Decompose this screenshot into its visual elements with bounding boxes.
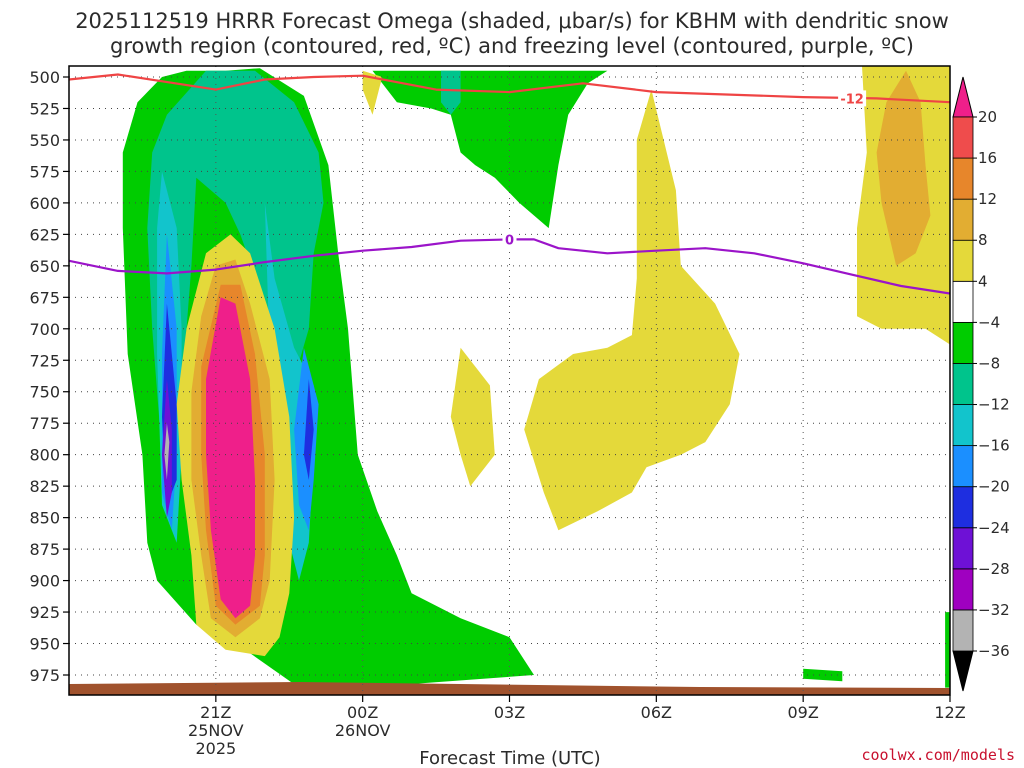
yellow-sink-middle <box>524 89 740 531</box>
colorbar-label-4: 4 <box>978 272 988 290</box>
y-tick-label-525: 525 <box>29 99 60 118</box>
y-tick-label-600: 600 <box>29 194 60 213</box>
y-tick-label-950: 950 <box>29 635 60 654</box>
credit-text: coolwx.com/models <box>861 746 1015 764</box>
colorbar-label--24: −24 <box>978 519 1010 537</box>
x-tick-label-03Z: 03Z <box>494 703 525 722</box>
x-tick-label-12Z: 12Z <box>934 703 965 722</box>
y-tick-label-725: 725 <box>29 351 60 370</box>
freezing-level-line <box>69 238 950 295</box>
x-tick-date-00Z: 26NOV <box>335 721 391 740</box>
yellow-sink-small-03z <box>450 347 495 487</box>
x-tick-label-00Z: 00Z <box>347 703 378 722</box>
green-lift-small-09z <box>803 668 843 682</box>
contour-labels: -12 0 <box>502 90 867 248</box>
x-tick-label-09Z: 09Z <box>788 703 819 722</box>
colorbar-bin-12 <box>952 157 974 200</box>
colorbar-label--28: −28 <box>978 560 1010 578</box>
navy-lift-mid-core <box>303 379 314 480</box>
y-tick-label-500: 500 <box>29 68 60 87</box>
y-axis-ticks: 500 525 550 575 600 625 650 675 700 725 750 775 800 8… <box>29 68 69 685</box>
colorbar-bin--24 <box>952 486 974 529</box>
colorbar-bin--36 <box>952 609 974 652</box>
colorbar-label-20: 20 <box>978 108 997 126</box>
magenta-sink-core <box>206 297 255 619</box>
orange-sink-east-core <box>876 70 931 266</box>
y-tick-label-675: 675 <box>29 288 60 307</box>
gray-lift-west-core <box>164 423 170 480</box>
y-tick-label-775: 775 <box>29 414 60 433</box>
contour-label-frz: 0 <box>505 233 514 248</box>
colorbar-label--32: −32 <box>978 601 1010 619</box>
colorbar-legend: −36 −32 −28 −24 −20 −16 −12 −8 −4 4 8 12 16 20 <box>952 76 1010 692</box>
contour-label-dgz: -12 <box>840 92 864 107</box>
colorbar-label--36: −36 <box>978 642 1010 660</box>
teal-lift-west <box>147 70 324 518</box>
x-tick-label-06Z: 06Z <box>641 703 672 722</box>
x-tick-date-21Z: 25NOV <box>188 721 244 740</box>
chart-title-line-1: 2025112519 HRRR Forecast Omega (shaded, … <box>75 9 949 33</box>
colorbar-bin--4 <box>952 280 974 323</box>
y-tick-label-625: 625 <box>29 225 60 244</box>
colorbar-label-12: 12 <box>978 190 997 208</box>
colorbar-bin--8 <box>952 321 974 364</box>
y-tick-label-900: 900 <box>29 572 60 591</box>
y-tick-label-650: 650 <box>29 257 60 276</box>
colorbar-label--4: −4 <box>978 313 1000 331</box>
x-axis-label: Forecast Time (UTC) <box>419 748 600 768</box>
colorbar-bin--12 <box>952 363 974 405</box>
colorbar-label--20: −20 <box>978 478 1010 496</box>
green-lift-upper-middle <box>372 70 608 229</box>
y-tick-label-975: 975 <box>29 666 60 685</box>
y-tick-label-825: 825 <box>29 477 60 496</box>
colorbar-bin-8 <box>952 198 974 241</box>
y-tick-label-875: 875 <box>29 540 60 559</box>
colorbar-label-16: 16 <box>978 149 997 167</box>
chart-title-line-2: growth region (contoured, red, ºC) and f… <box>110 34 914 58</box>
y-tick-label-700: 700 <box>29 320 60 339</box>
colorbar-bin--32 <box>952 568 974 611</box>
contour-label-bg-dgz <box>838 90 867 107</box>
y-tick-label-550: 550 <box>29 131 60 150</box>
colorbar-label--8: −8 <box>978 354 1000 372</box>
terrain-fill <box>69 682 950 695</box>
omega-shading <box>122 66 950 688</box>
green-lift-surface-right <box>945 612 950 688</box>
x-tick-year-21Z: 2025 <box>195 739 236 758</box>
y-tick-label-800: 800 <box>29 446 60 465</box>
colorbar-label--16: −16 <box>978 437 1010 455</box>
terrain-layer <box>69 682 950 695</box>
colorbar-bin--20 <box>952 445 974 488</box>
y-tick-label-575: 575 <box>29 162 60 181</box>
colorbar-label--12: −12 <box>978 396 1010 414</box>
colorbar-bin--16 <box>952 404 974 447</box>
y-tick-label-925: 925 <box>29 603 60 622</box>
y-tick-label-850: 850 <box>29 509 60 528</box>
colorbar-bin-4 <box>952 239 974 282</box>
y-tick-label-750: 750 <box>29 383 60 402</box>
teal-lift-upper-middle <box>441 70 461 115</box>
contour-label-bg-frz <box>502 230 517 248</box>
colorbar-bin-16 <box>952 116 974 159</box>
colorbar-label-8: 8 <box>978 231 988 249</box>
colorbar-bin--28 <box>952 527 974 570</box>
yellow-sink-top-near-00z <box>362 70 383 115</box>
x-tick-label-21Z: 21Z <box>200 703 231 722</box>
